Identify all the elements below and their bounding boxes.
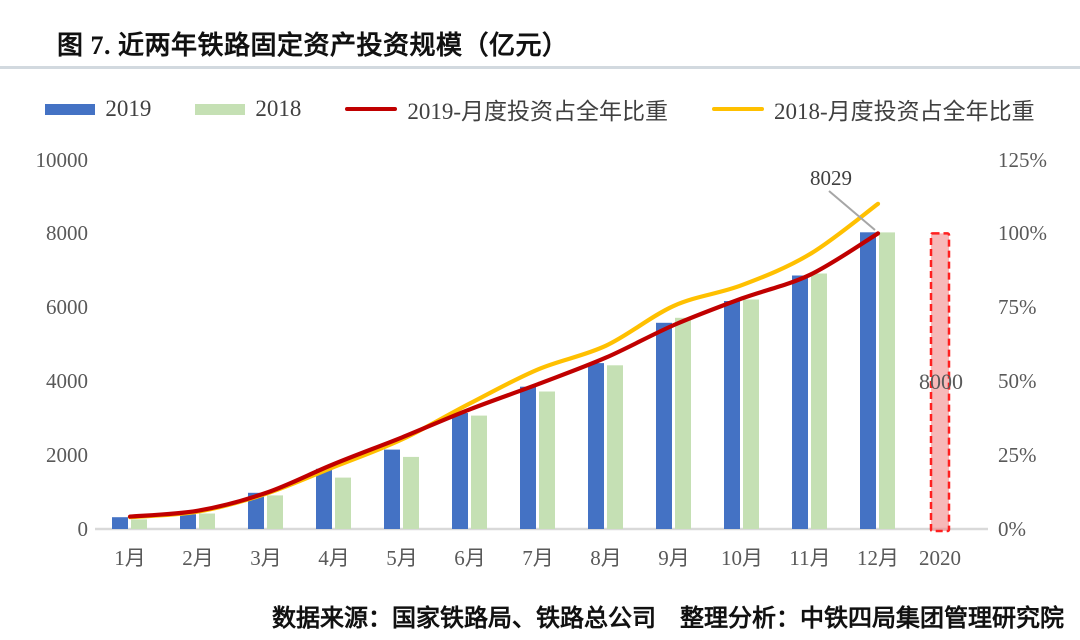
bar-2019-6月: [452, 413, 468, 529]
y-axis-tick-right: 100%: [998, 221, 1047, 245]
bar-2019-4月: [316, 468, 332, 529]
peak-value-callout: 8029: [810, 166, 852, 190]
legend-swatch-2019-bar: [45, 103, 96, 115]
bar-2019-9月: [656, 322, 672, 529]
source-note: 数据来源：国家铁路局、铁路总公司 整理分析：中铁四局集团管理研究院: [272, 606, 1064, 632]
y-axis-tick-left: 10000: [35, 148, 89, 172]
bar-2019-8月: [588, 363, 604, 529]
x-axis-tick-1月: 1月: [114, 546, 146, 570]
bar-2019-7月: [520, 386, 536, 529]
bar-2019-11月: [792, 275, 808, 529]
bar-2018-8月: [607, 365, 623, 529]
bar-2018-4月: [335, 477, 351, 529]
legend-label: 2019-月度投资占全年比重: [407, 99, 668, 124]
bar-2018-12月: [879, 232, 895, 529]
y-axis-tick-left: 2000: [46, 443, 88, 467]
legend-item-2019-bar: 2019: [45, 96, 151, 122]
legend-item-2018-line: 2018-月度投资占全年比重: [712, 92, 1035, 126]
peak-callout-leader-line: [828, 190, 876, 231]
y-axis-tick-left: 4000: [46, 369, 88, 393]
y-axis-tick-right: 50%: [998, 369, 1037, 393]
x-axis-tick-12月: 12月: [857, 546, 899, 570]
x-axis-tick-3月: 3月: [250, 546, 282, 570]
legend-swatch-2019-line: [345, 107, 398, 111]
legend-swatch-2018-bar: [195, 103, 246, 115]
legend-label: 2018-月度投资占全年比重: [774, 99, 1035, 124]
plan-2020-value-label: 8000: [919, 369, 963, 394]
chart-legend: 2019 2018 2019-月度投资占全年比重 2018-月度投资占全年比重: [0, 92, 1080, 126]
bar-2018-5月: [403, 456, 419, 529]
bar-2019-5月: [384, 449, 400, 529]
bar-2018-7月: [539, 391, 555, 529]
line-2019-share: [127, 231, 881, 519]
x-axis-tick-2月: 2月: [182, 546, 214, 570]
bar-2018-11月: [811, 273, 827, 529]
y-axis-tick-left: 0: [77, 517, 89, 541]
x-axis-tick-10月: 10月: [721, 546, 763, 570]
x-axis-tick-9月: 9月: [658, 546, 690, 570]
bar-2019-10月: [724, 301, 740, 529]
legend-item-2019-line: 2019-月度投资占全年比重: [345, 92, 668, 126]
x-axis-tick-2020: 2020: [919, 546, 961, 570]
y-axis-tick-left: 6000: [46, 295, 88, 319]
bar-2018-1月: [131, 519, 147, 529]
plan-bar-2020: [929, 232, 951, 533]
bar-2019-12月: [860, 232, 876, 530]
bar-2018-2月: [199, 513, 215, 529]
x-axis-tick-4月: 4月: [318, 546, 350, 570]
y-axis-tick-right: 25%: [998, 443, 1037, 467]
x-axis-tick-8月: 8月: [590, 546, 622, 570]
legend-item-2018-bar: 2018: [195, 96, 301, 122]
bar-2019-1月: [112, 517, 128, 529]
x-axis-tick-11月: 11月: [789, 546, 831, 570]
y-axis-tick-right: 125%: [998, 148, 1047, 172]
x-axis-tick-6月: 6月: [454, 546, 486, 570]
y-axis-tick-right: 75%: [998, 295, 1037, 319]
title-divider: [0, 66, 1080, 69]
y-axis-tick-right: 0%: [998, 517, 1026, 541]
legend-label: 2019: [105, 96, 152, 121]
chart-title: 图 7. 近两年铁路固定资产投资规模（亿元）: [57, 31, 569, 60]
bar-2018-3月: [267, 495, 283, 529]
bar-2018-10月: [743, 299, 759, 529]
legend-label: 2018: [255, 96, 302, 121]
bar-2019-3月: [248, 492, 264, 529]
y-axis-tick-left: 8000: [46, 221, 88, 245]
legend-swatch-2018-line: [712, 107, 764, 111]
bar-2018-6月: [471, 415, 487, 529]
x-axis-tick-7月: 7月: [522, 546, 554, 570]
line-2018-share: [127, 201, 881, 520]
bar-2018-9月: [675, 317, 691, 529]
bar-2019-2月: [180, 514, 196, 529]
x-axis-tick-5月: 5月: [386, 546, 418, 570]
